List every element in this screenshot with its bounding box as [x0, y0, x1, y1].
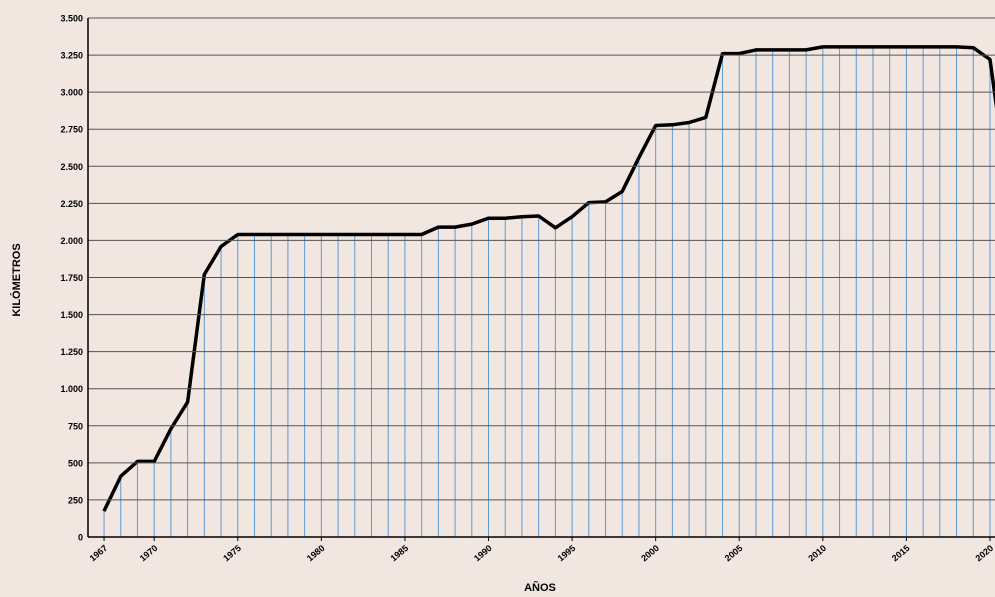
x-tick-label: 1980 — [305, 543, 327, 564]
x-tick-label: 1990 — [472, 543, 494, 564]
y-tick-label: 1.000 — [60, 384, 83, 394]
y-tick-label: 500 — [68, 458, 83, 468]
x-tick-label: 2005 — [723, 543, 745, 564]
y-tick-label: 1.500 — [60, 310, 83, 320]
x-tick-label: 1967 — [88, 543, 110, 564]
x-tick-label: 1975 — [221, 543, 243, 564]
y-tick-label: 1.750 — [60, 273, 83, 283]
plot-area — [102, 45, 995, 537]
x-tick-label: 1985 — [388, 543, 410, 564]
x-axis-title: AÑOS — [524, 581, 556, 594]
y-axis-title: KILÓMETROS — [10, 243, 23, 316]
x-tick-label: 2015 — [890, 543, 912, 564]
y-tick-label: 3.000 — [60, 88, 83, 98]
x-tick-label: 1995 — [556, 543, 578, 564]
y-tick-label: 2.500 — [60, 162, 83, 172]
line-series — [102, 45, 995, 512]
y-tick-label: 1.250 — [60, 347, 83, 357]
y-tick-label: 2.750 — [60, 125, 83, 135]
y-tick-label: 0 — [78, 533, 83, 543]
y-tick-label: 3.250 — [60, 51, 83, 61]
x-tick-label: 1970 — [138, 543, 160, 564]
y-tick-label: 2.000 — [60, 236, 83, 246]
y-tick-label: 2.250 — [60, 199, 83, 209]
y-tick-label: 3.500 — [60, 14, 83, 24]
y-tick-label: 250 — [68, 495, 83, 505]
x-tick-label: 2020 — [973, 543, 995, 564]
y-tick-label: 750 — [68, 421, 83, 431]
x-tick-label: 2000 — [639, 543, 661, 564]
x-tick-label: 2010 — [806, 543, 828, 564]
